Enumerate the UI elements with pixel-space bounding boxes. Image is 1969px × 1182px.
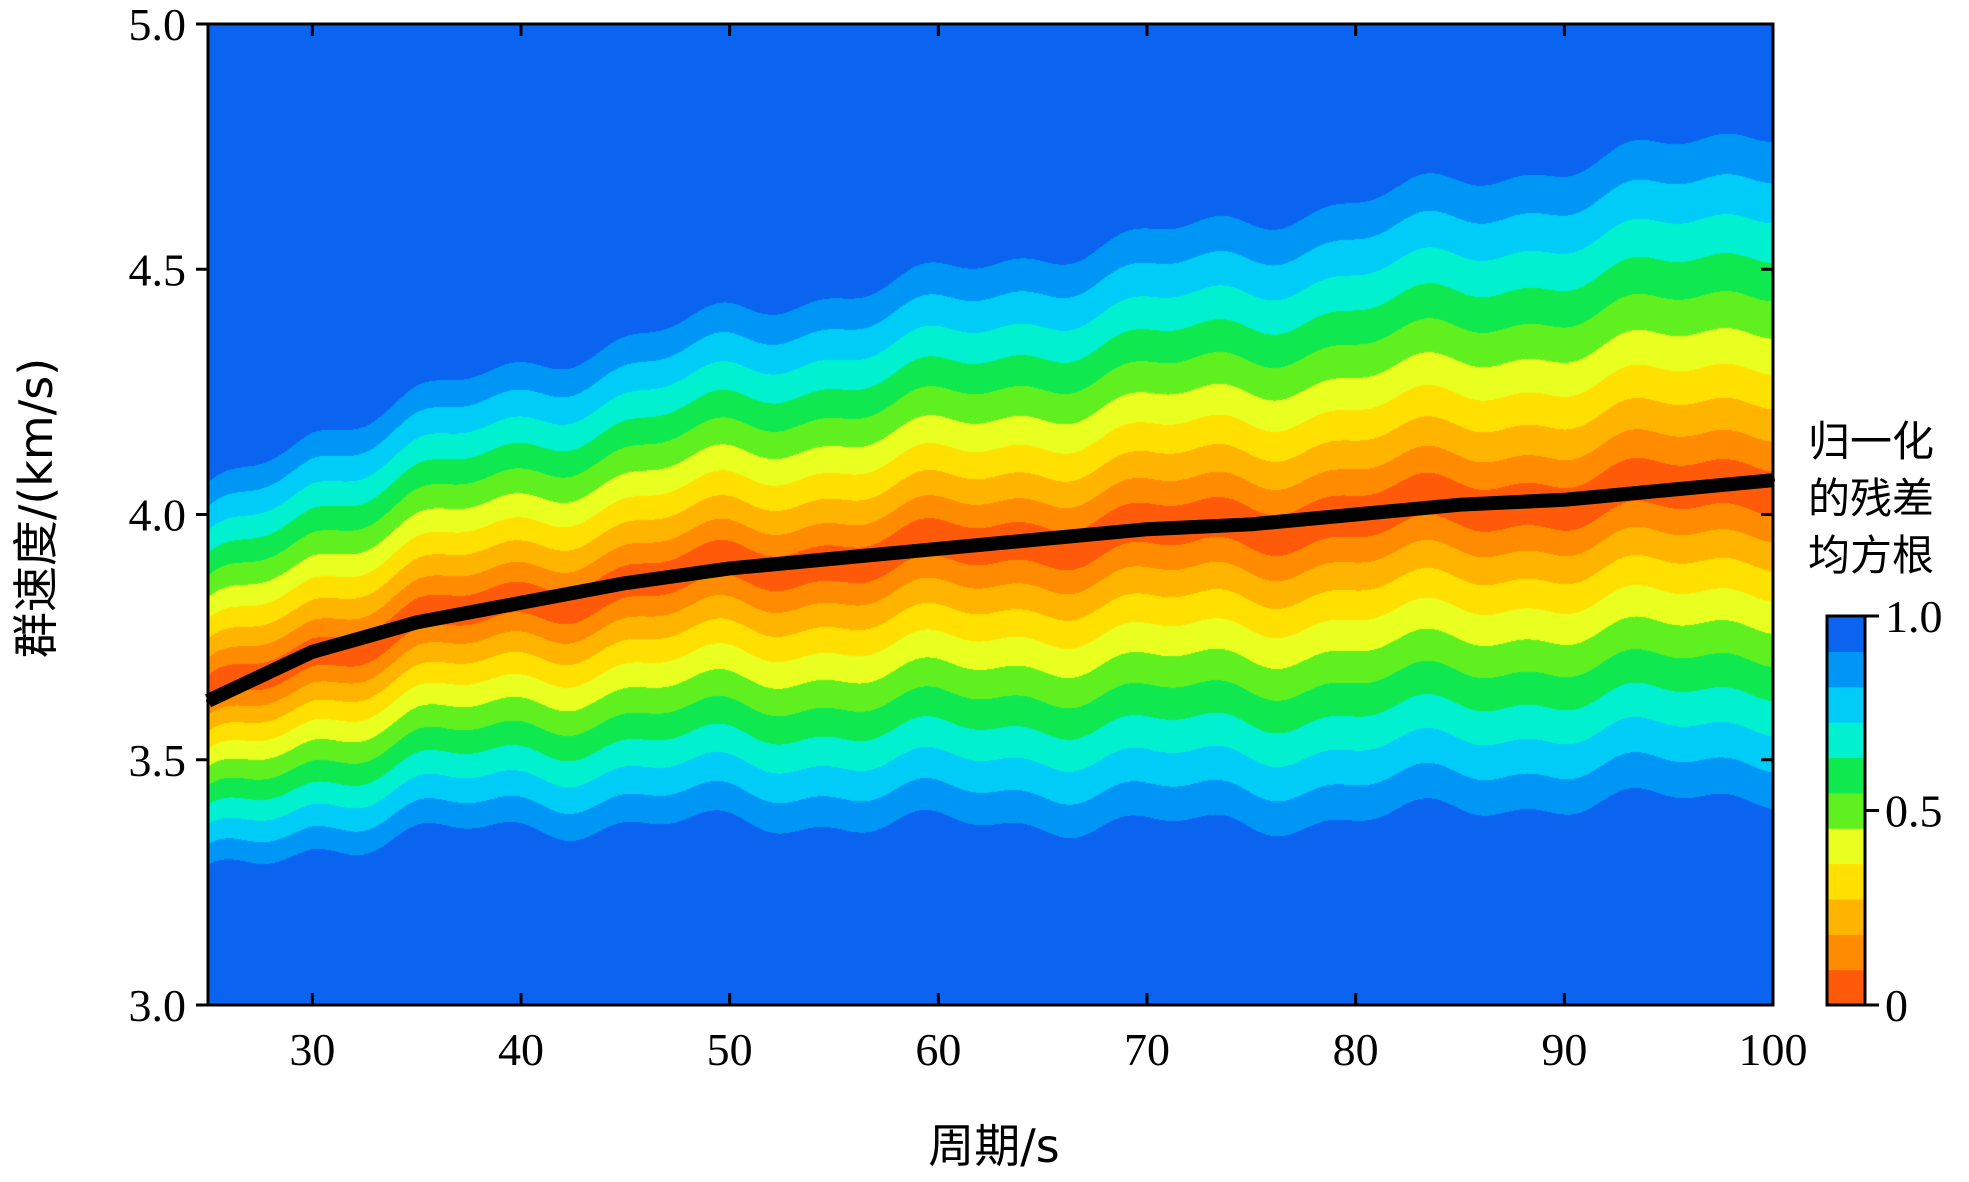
dispersion-curve-point bbox=[1666, 487, 1671, 492]
y-axis-title: 群速度/(km/s) bbox=[9, 358, 63, 658]
misfit-heatmap bbox=[208, 24, 1773, 1005]
dispersion-curve-point bbox=[1562, 497, 1567, 502]
y-tick-label: 4.5 bbox=[129, 244, 187, 295]
colorbar-swatch bbox=[1827, 686, 1865, 723]
colorbar-swatch bbox=[1827, 828, 1865, 865]
colorbar-swatch bbox=[1827, 651, 1865, 688]
dispersion-curve-point bbox=[727, 566, 732, 571]
dispersion-curve-point bbox=[1040, 537, 1045, 542]
colorbar-swatch bbox=[1827, 722, 1865, 759]
dispersion-curve-point bbox=[310, 649, 315, 654]
colorbar-swatch bbox=[1827, 757, 1865, 794]
dispersion-curve-point bbox=[1249, 522, 1254, 527]
colorbar-swatch bbox=[1827, 616, 1865, 652]
colorbar-tick-label: 0 bbox=[1885, 980, 1908, 1031]
colorbar-swatch bbox=[1827, 898, 1865, 935]
x-tick-label: 60 bbox=[915, 1024, 961, 1075]
y-axis-ticks: 3.0 3.5 4.0 4.5 5.0 bbox=[129, 0, 1773, 1031]
x-axis-title: 周期/s bbox=[928, 1119, 1059, 1173]
misfit-heatmap-image bbox=[208, 24, 1773, 1005]
x-tick-label: 50 bbox=[707, 1024, 753, 1075]
x-tick-label: 90 bbox=[1541, 1024, 1587, 1075]
colorbar-title-line: 均方根 bbox=[1808, 531, 1934, 580]
dispersion-curve-point bbox=[519, 600, 523, 605]
colorbar-swatch bbox=[1827, 969, 1865, 1006]
dispersion-curve-point bbox=[1353, 512, 1358, 517]
dispersion-curve-line bbox=[205, 473, 1774, 708]
colorbar-tick-label: 1.0 bbox=[1885, 591, 1943, 642]
colorbar-title-line: 的残差 bbox=[1808, 474, 1934, 523]
x-tick-label: 70 bbox=[1124, 1024, 1170, 1075]
y-tick-label: 5.0 bbox=[129, 0, 187, 50]
y-tick-label: 3.5 bbox=[129, 735, 187, 786]
dispersion-curve-point bbox=[1145, 527, 1149, 532]
colorbar-swatch bbox=[1827, 934, 1865, 971]
x-tick-label: 30 bbox=[289, 1024, 335, 1075]
x-axis-ticks: 30 40 50 60 70 80 90 100 bbox=[289, 24, 1808, 1075]
colorbar-title-line: 归一化 bbox=[1808, 417, 1934, 466]
colorbar-swatch bbox=[1827, 863, 1865, 900]
dispersion-curve-point bbox=[414, 620, 419, 625]
dispersion-curve-point bbox=[832, 556, 836, 561]
x-tick-label: 100 bbox=[1739, 1024, 1808, 1075]
dispersion-curve-point bbox=[623, 581, 628, 586]
dispersion-curve-layer bbox=[205, 473, 1775, 708]
colorbar-tick-label: 0.5 bbox=[1885, 786, 1943, 837]
dispersion-curve-point bbox=[1458, 502, 1462, 507]
x-tick-label: 80 bbox=[1333, 1024, 1379, 1075]
y-tick-label: 4.0 bbox=[129, 490, 187, 541]
colorbar-swatch bbox=[1827, 792, 1865, 829]
dispersion-curve-point bbox=[936, 546, 941, 551]
y-tick-label: 3.0 bbox=[129, 980, 187, 1031]
colorbar: 0 0.5 1.0 bbox=[1825, 591, 1943, 1031]
x-tick-label: 40 bbox=[498, 1024, 544, 1075]
